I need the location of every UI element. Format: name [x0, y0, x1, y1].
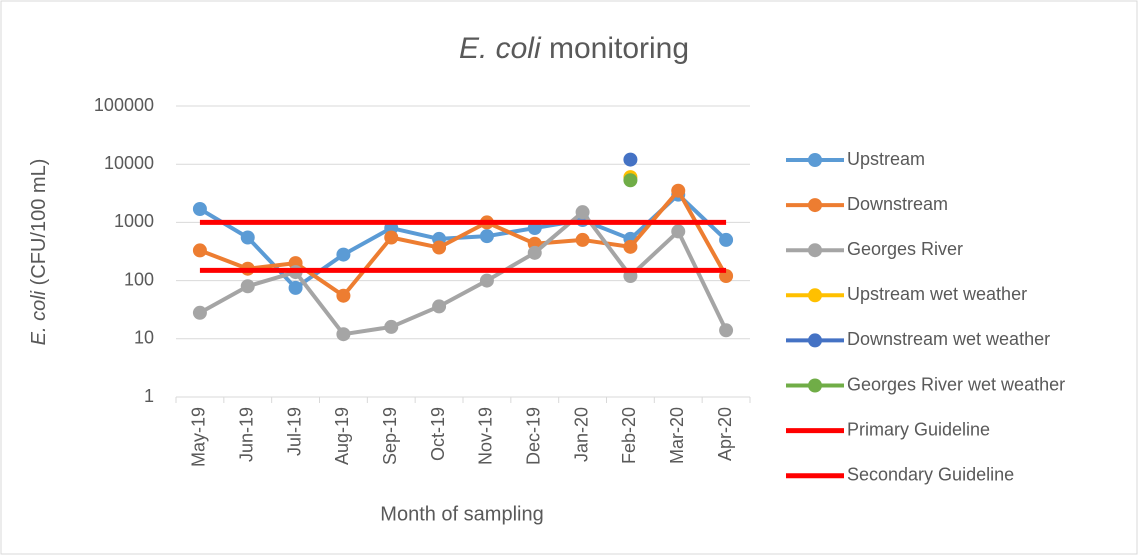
- series-line: [198, 192, 728, 290]
- y-tick-label: 1: [144, 386, 154, 406]
- data-point: [623, 239, 638, 254]
- data-point: [192, 243, 207, 258]
- y-tick-label: 10: [134, 328, 154, 348]
- chart-title: E. coli monitoring: [459, 32, 689, 65]
- x-tick-label: Oct-19: [428, 407, 448, 461]
- x-tick-label: Jul-19: [284, 407, 304, 456]
- data-point: [432, 299, 447, 314]
- data-point: [432, 240, 447, 255]
- data-point: [192, 201, 207, 216]
- data-point: [336, 327, 351, 342]
- data-point: [575, 232, 590, 247]
- data-point: [336, 247, 351, 262]
- y-tick-label: 10000: [104, 153, 154, 173]
- x-tick-label: Jun-19: [237, 407, 257, 462]
- x-tick-label: Sep-19: [380, 407, 400, 465]
- legend-label: Secondary Guideline: [847, 464, 1014, 484]
- x-tick-label: May-19: [189, 407, 209, 467]
- data-point: [479, 229, 494, 244]
- data-point: [240, 230, 255, 245]
- data-point: [623, 152, 638, 167]
- x-tick-label: Dec-19: [524, 407, 544, 465]
- legend-marker: [808, 243, 822, 258]
- data-point: [240, 279, 255, 294]
- legend-label: Georges River: [847, 239, 963, 259]
- data-point: [192, 305, 207, 320]
- legend-label: Downstream wet weather: [847, 329, 1050, 349]
- legend-label: Downstream: [847, 194, 948, 214]
- series-line: [199, 188, 728, 298]
- legend-label: Upstream: [847, 149, 925, 169]
- legend-marker: [808, 198, 822, 213]
- y-axis-label: E. coli (CFU/100 mL): [28, 159, 50, 346]
- y-tick-label: 1000: [114, 211, 154, 231]
- legend-label: Georges River wet weather: [847, 374, 1065, 394]
- data-point: [575, 205, 590, 220]
- data-point: [336, 288, 351, 303]
- x-tick-label: Apr-20: [715, 407, 735, 461]
- x-tick-label: Feb-20: [619, 407, 639, 464]
- legend-marker: [808, 288, 822, 303]
- x-tick-label: Mar-20: [667, 407, 687, 464]
- x-axis-label: Month of sampling: [380, 503, 543, 525]
- data-point: [671, 183, 686, 198]
- data-point: [479, 273, 494, 288]
- legend-label: Upstream wet weather: [847, 284, 1027, 304]
- legend-marker: [808, 333, 822, 348]
- legend-label: Primary Guideline: [847, 419, 990, 439]
- data-point: [527, 245, 542, 260]
- legend-marker: [808, 153, 822, 167]
- data-point: [384, 319, 399, 334]
- x-tick-label: Jan-20: [571, 407, 591, 462]
- data-point: [288, 280, 303, 295]
- data-point: [623, 173, 638, 188]
- x-tick-label: Nov-19: [476, 407, 496, 465]
- y-tick-label: 100000: [94, 95, 154, 115]
- x-tick-label: Aug-19: [332, 407, 352, 465]
- data-point: [719, 323, 734, 338]
- data-point: [671, 224, 686, 239]
- data-point: [384, 230, 399, 245]
- legend-marker: [808, 378, 822, 393]
- data-point: [719, 232, 734, 247]
- y-tick-label: 100: [124, 269, 154, 289]
